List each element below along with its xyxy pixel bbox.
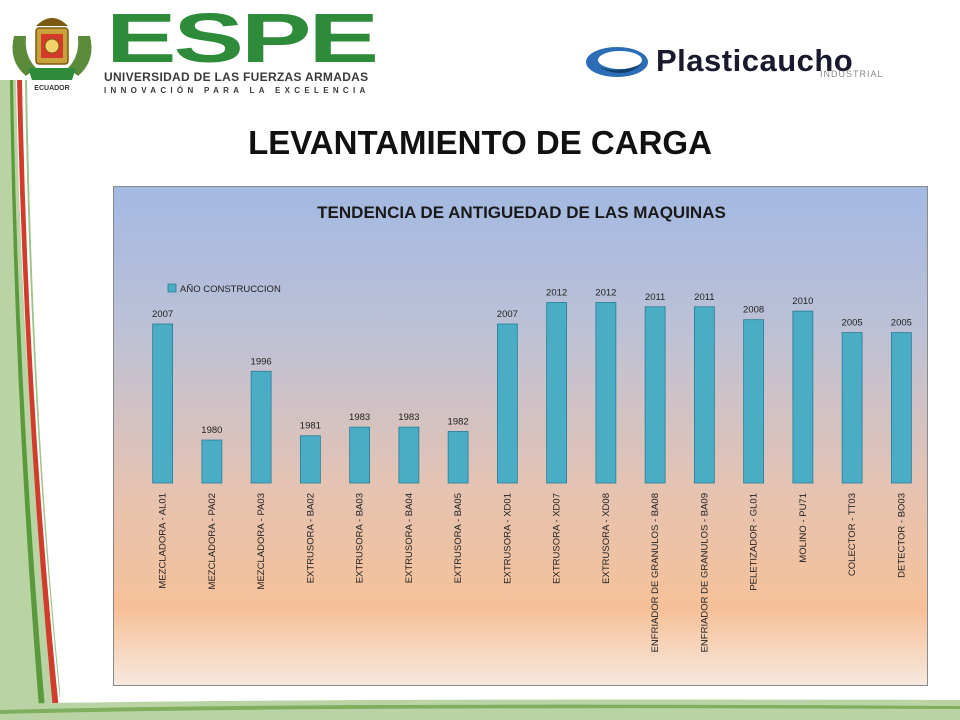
x-tick-label: EXTRUSORA - XD07	[552, 493, 563, 584]
legend-swatch	[167, 283, 177, 293]
data-label: 2010	[792, 296, 813, 307]
bar	[250, 370, 272, 484]
x-tick-label: MEZCLADORA - PA03	[256, 493, 267, 589]
data-label: 1983	[398, 412, 419, 423]
data-label: 2005	[842, 318, 863, 329]
data-label: 2011	[694, 292, 714, 303]
x-tick-label: MEZCLADORA - AL01	[158, 493, 169, 589]
espe-logo: ESPE	[106, 8, 378, 68]
x-tick-label: EXTRUSORA - BA02	[305, 493, 316, 583]
espe-logo-text: ESPE	[106, 8, 376, 68]
data-label: 1981	[300, 421, 321, 432]
x-tick-label: COLECTOR - TT03	[847, 493, 858, 576]
bar	[644, 306, 666, 484]
data-label: 1983	[349, 412, 370, 423]
x-tick-label: ENFRIADOR DE GRANULOS - BA09	[699, 493, 710, 652]
data-label: 2011	[645, 292, 665, 303]
bar	[201, 439, 223, 484]
x-tick-label: ENFRIADOR DE GRANULOS - BA08	[650, 493, 661, 652]
bar-chart: TENDENCIA DE ANTIGUEDAD DE LAS MAQUINAS A…	[152, 203, 912, 652]
bar	[841, 332, 863, 484]
chart-title: TENDENCIA DE ANTIGUEDAD DE LAS MAQUINAS	[317, 203, 726, 222]
x-tick-label: EXTRUSORA - XD08	[601, 493, 612, 584]
x-tick-label: PELETIZADOR - GL01	[749, 493, 760, 591]
legend-label: AÑO CONSTRUCCION	[180, 284, 281, 295]
x-tick-label: EXTRUSORA - BA03	[355, 493, 366, 583]
data-label: 2007	[152, 309, 173, 320]
bar	[349, 426, 371, 484]
plasticaucho-swirl-icon	[586, 47, 648, 77]
data-label: 1982	[448, 416, 469, 427]
bar	[398, 426, 420, 484]
plasticaucho-name: Plasticaucho	[656, 43, 854, 78]
data-label: 2007	[497, 309, 518, 320]
x-tick-label: MEZCLADORA - PA02	[207, 493, 218, 589]
bar	[595, 302, 617, 484]
data-label: 2012	[595, 287, 616, 298]
data-label: 1980	[201, 425, 222, 436]
bar	[152, 323, 174, 484]
x-tick-label: EXTRUSORA - XD01	[502, 493, 513, 584]
bar	[743, 319, 765, 484]
bar	[447, 431, 469, 484]
espe-tagline: INNOVACIÓN PARA LA EXCELENCIA	[104, 86, 370, 95]
bar	[890, 332, 912, 484]
crest-caption: ECUADOR	[34, 85, 69, 92]
data-label: 2005	[891, 318, 912, 329]
plasticaucho-logo: Plasticaucho INDUSTRIAL	[580, 40, 945, 85]
plasticaucho-subtitle: INDUSTRIAL	[820, 69, 884, 79]
slide-title: LEVANTAMIENTO DE CARGA	[248, 124, 712, 161]
bottom-decorative-band	[0, 699, 960, 720]
bar	[299, 435, 321, 484]
data-label: 2008	[743, 305, 764, 316]
data-label: 2012	[546, 287, 567, 298]
bar	[693, 306, 715, 484]
left-decorative-swoosh	[0, 80, 60, 720]
espe-crest-logo: ECUADOR	[12, 18, 92, 92]
espe-subtitle: UNIVERSIDAD DE LAS FUERZAS ARMADAS	[104, 70, 369, 84]
bar	[496, 323, 518, 484]
bar	[546, 302, 568, 484]
chart-panel: TENDENCIA DE ANTIGUEDAD DE LAS MAQUINAS A…	[113, 186, 928, 686]
x-tick-label: MOLINO - PU71	[798, 493, 809, 563]
x-tick-label: DETECTOR - BO03	[896, 493, 907, 578]
data-label: 1996	[251, 356, 272, 367]
x-tick-label: EXTRUSORA - BA04	[404, 493, 415, 583]
bar	[792, 310, 814, 484]
x-tick-label: EXTRUSORA - BA05	[453, 493, 464, 583]
